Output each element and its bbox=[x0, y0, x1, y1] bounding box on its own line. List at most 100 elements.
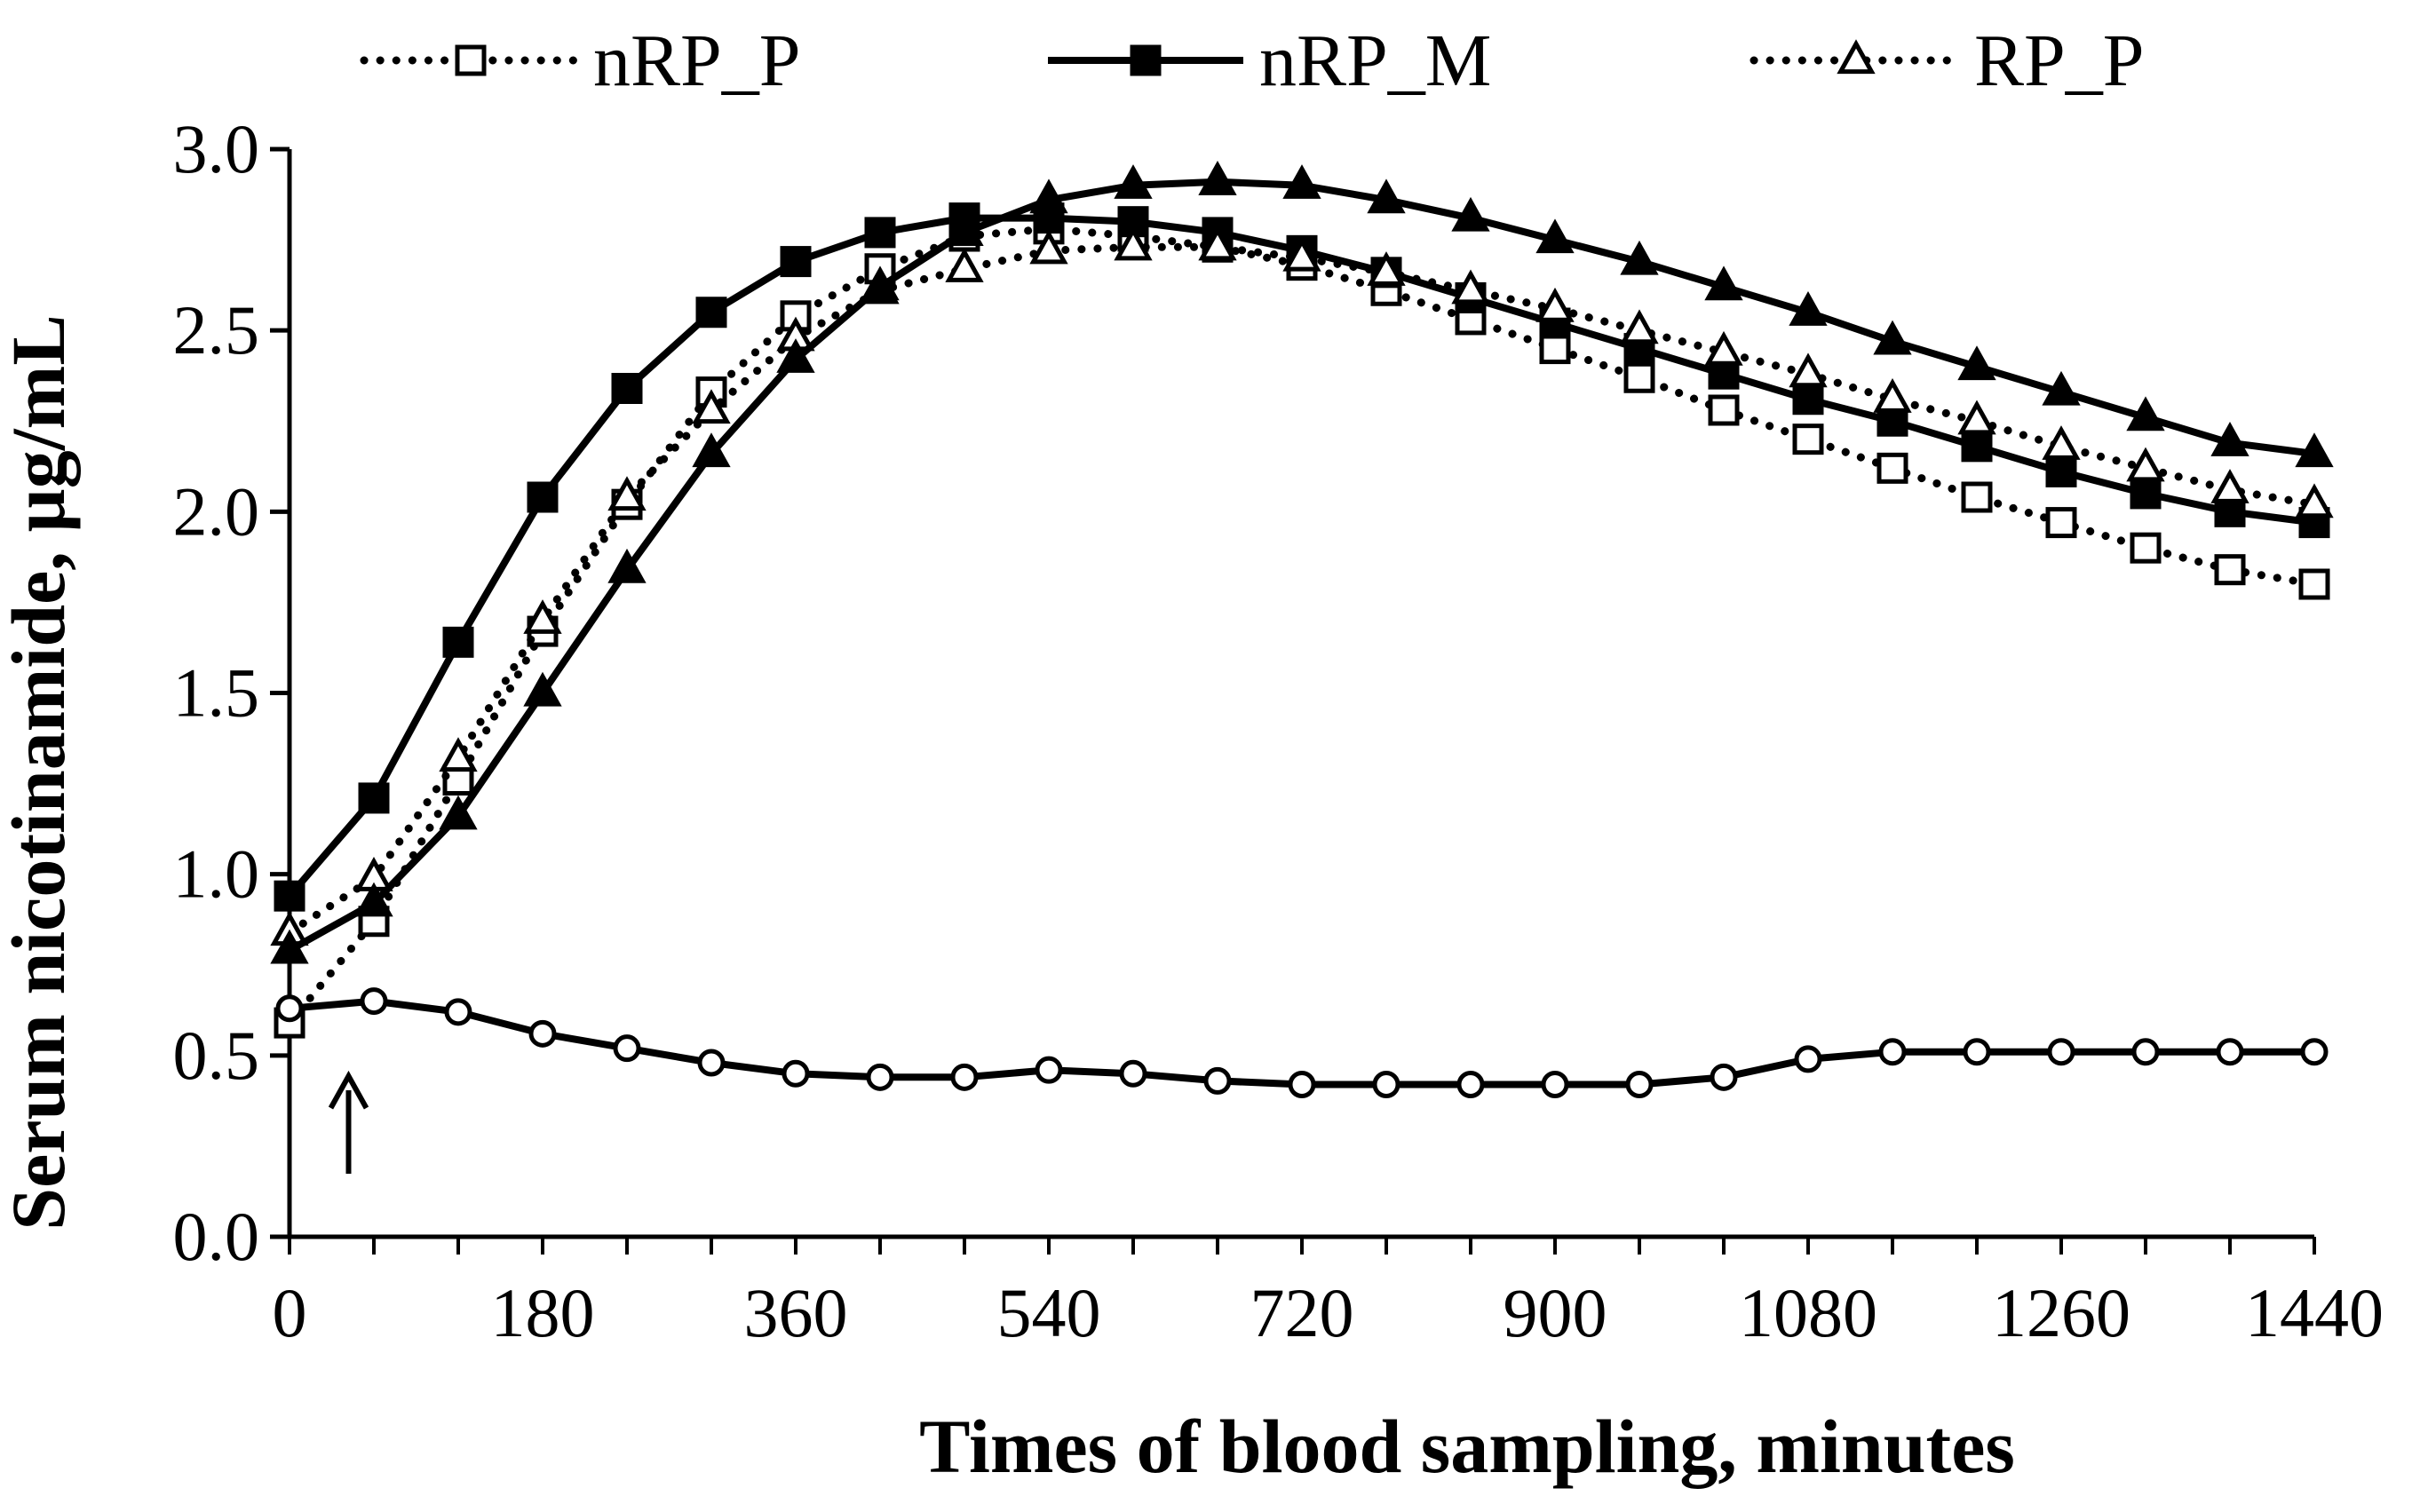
legend-item-rp-p: RP_P bbox=[1750, 20, 2144, 102]
data-point bbox=[2126, 396, 2165, 431]
y-tick-label: 2.5 bbox=[173, 291, 260, 368]
data-point bbox=[2045, 507, 2077, 539]
data-point bbox=[523, 671, 562, 707]
data-point bbox=[444, 998, 472, 1026]
series-unlabeled-3 bbox=[270, 161, 2334, 964]
data-point bbox=[692, 432, 731, 468]
series-line bbox=[285, 242, 2319, 937]
data-point bbox=[2130, 478, 2162, 510]
y-tick-label: 0.0 bbox=[173, 1198, 260, 1275]
data-point bbox=[270, 929, 309, 964]
data-point bbox=[1961, 431, 1993, 463]
data-point bbox=[439, 737, 478, 772]
series-unlabeled-4 bbox=[275, 987, 2329, 1098]
x-tick-label: 720 bbox=[1250, 1274, 1354, 1351]
data-point bbox=[527, 481, 559, 513]
legend: nRP_P nRP_M RP_P bbox=[360, 20, 2144, 102]
data-point bbox=[1372, 1071, 1400, 1098]
data-point bbox=[2042, 370, 2081, 406]
data-point bbox=[1114, 164, 1153, 199]
data-point bbox=[354, 882, 393, 917]
data-point bbox=[1029, 229, 1068, 265]
y-tick-label: 1.0 bbox=[173, 835, 260, 913]
data-point bbox=[360, 987, 388, 1016]
series-line bbox=[288, 178, 2315, 954]
data-point bbox=[2130, 532, 2162, 564]
data-point bbox=[1625, 1071, 1654, 1098]
data-point bbox=[1288, 1071, 1316, 1098]
data-point bbox=[2042, 425, 2081, 460]
series-rp-p bbox=[270, 226, 2334, 946]
data-point bbox=[523, 599, 562, 634]
data-point bbox=[1792, 384, 1824, 416]
y-tick-label: 2.0 bbox=[173, 472, 260, 550]
data-point bbox=[2295, 432, 2334, 468]
series-nrp-m bbox=[274, 202, 2330, 912]
x-tick-label: 1440 bbox=[2245, 1274, 2384, 1351]
legend-item-nrp-m: nRP_M bbox=[1048, 20, 1491, 102]
data-point bbox=[697, 1049, 726, 1077]
data-point bbox=[1130, 44, 1162, 76]
legend-label: nRP_P bbox=[593, 20, 800, 102]
data-point bbox=[2298, 568, 2330, 600]
data-point bbox=[528, 1019, 557, 1048]
data-point bbox=[1789, 291, 1828, 326]
x-tick-label: 900 bbox=[1504, 1274, 1607, 1351]
data-point bbox=[1876, 452, 1908, 484]
x-tick-label: 1080 bbox=[1739, 1274, 1877, 1351]
data-point bbox=[950, 1063, 979, 1091]
data-point bbox=[866, 1063, 894, 1091]
data-point bbox=[1620, 240, 1659, 275]
data-point bbox=[1367, 251, 1406, 286]
data-point bbox=[455, 44, 487, 76]
arrow-head bbox=[328, 1070, 369, 1110]
data-point bbox=[1119, 1059, 1147, 1088]
x-tick-label: 1260 bbox=[1992, 1274, 2130, 1351]
data-point bbox=[1451, 269, 1490, 305]
y-axis-title: Serum nicotinamide, µg/mL bbox=[0, 314, 81, 1230]
data-point bbox=[776, 338, 815, 373]
series-line bbox=[285, 225, 2319, 1027]
x-tick-label: 0 bbox=[273, 1274, 307, 1351]
data-point bbox=[2295, 483, 2334, 519]
x-tick-label: 180 bbox=[491, 1274, 595, 1351]
data-point bbox=[1451, 196, 1490, 232]
data-point bbox=[864, 217, 896, 249]
data-point bbox=[611, 373, 643, 404]
data-point bbox=[2216, 1038, 2244, 1066]
data-point bbox=[1873, 378, 1912, 413]
data-point bbox=[1961, 481, 1993, 513]
data-point bbox=[358, 782, 390, 814]
data-point bbox=[274, 880, 305, 912]
data-point bbox=[1794, 1045, 1822, 1073]
data-point bbox=[2126, 447, 2165, 482]
data-point bbox=[1710, 1063, 1738, 1091]
data-point bbox=[861, 265, 900, 301]
x-axis-title: Times of blood sampling, minutes bbox=[919, 1404, 2015, 1489]
data-point bbox=[1704, 330, 1743, 366]
data-point bbox=[945, 248, 984, 282]
data-point bbox=[1535, 218, 1575, 254]
y-tick-label: 3.0 bbox=[173, 110, 260, 187]
data-point bbox=[2210, 422, 2249, 456]
data-point bbox=[1704, 265, 1743, 301]
data-point bbox=[1114, 226, 1153, 261]
data-point bbox=[1708, 394, 1740, 426]
annotation-layer bbox=[328, 1070, 369, 1174]
data-point bbox=[692, 389, 731, 424]
dosing-arrow-icon bbox=[328, 1070, 369, 1174]
data-point bbox=[1837, 39, 1876, 75]
x-tick-label: 540 bbox=[997, 1274, 1101, 1351]
legend-item-nrp-p: nRP_P bbox=[360, 20, 800, 102]
data-point bbox=[2047, 1038, 2075, 1066]
series-layer bbox=[270, 161, 2334, 1098]
data-point bbox=[2045, 455, 2077, 487]
data-point bbox=[1541, 1071, 1569, 1098]
data-point bbox=[782, 1059, 810, 1088]
data-point bbox=[695, 297, 727, 329]
data-point bbox=[780, 246, 812, 278]
data-point bbox=[1789, 352, 1828, 388]
data-point bbox=[1029, 178, 1068, 214]
data-point bbox=[275, 994, 304, 1023]
